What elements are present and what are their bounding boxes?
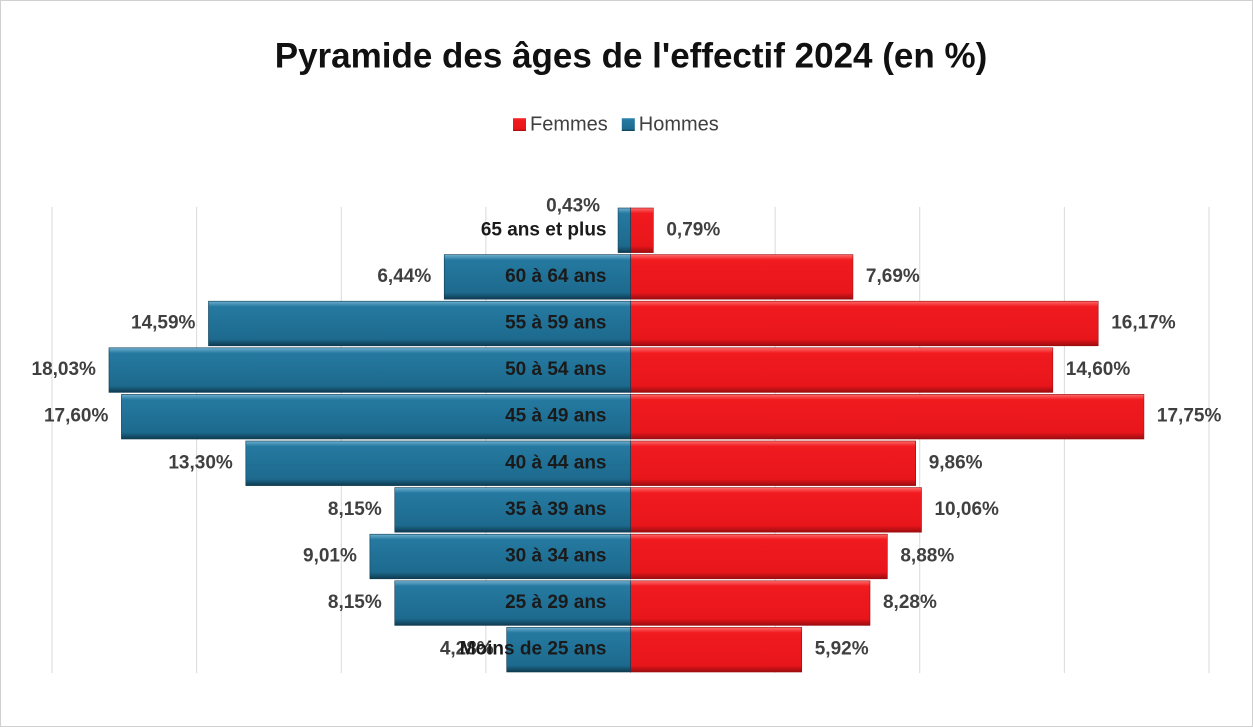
data-label: 6,44% xyxy=(377,266,431,287)
bar xyxy=(506,627,631,673)
category-label: 40 à 44 ans xyxy=(505,452,606,473)
data-label: 18,03% xyxy=(32,359,97,380)
bar xyxy=(394,487,631,533)
bar xyxy=(121,394,631,440)
bar xyxy=(208,300,631,347)
data-label: 8,15% xyxy=(328,499,382,520)
data-label: 0,43% xyxy=(546,195,600,216)
bar xyxy=(630,394,1145,440)
legend-swatch xyxy=(621,118,635,131)
data-label: 8,88% xyxy=(900,546,954,567)
data-label: 14,59% xyxy=(131,313,196,334)
category-label: 50 à 54 ans xyxy=(505,359,606,380)
data-label: 5,92% xyxy=(815,639,869,660)
bar xyxy=(443,254,631,300)
category-label: 60 à 64 ans xyxy=(505,266,606,287)
data-label: 4,28% xyxy=(440,639,494,660)
bar xyxy=(630,627,803,673)
bar xyxy=(630,207,654,253)
bar xyxy=(245,440,631,486)
chart-title: Pyramide des âges de l'effectif 2024 (en… xyxy=(275,36,988,75)
category-label: 30 à 34 ans xyxy=(505,546,606,567)
category-label: 45 à 49 ans xyxy=(505,406,606,427)
data-label: 17,75% xyxy=(1157,406,1222,427)
data-label: 17,60% xyxy=(44,406,109,427)
bar xyxy=(630,347,1054,393)
bar xyxy=(394,580,631,626)
data-label: 9,01% xyxy=(303,546,357,567)
data-label: 8,28% xyxy=(883,592,937,613)
data-label: 10,06% xyxy=(934,499,999,520)
bar xyxy=(630,487,922,533)
bar xyxy=(630,300,1099,347)
data-label: 0,79% xyxy=(666,219,720,240)
category-label: Moins de 25 ans xyxy=(460,639,607,660)
data-label: 7,69% xyxy=(866,266,920,287)
bar xyxy=(630,580,871,626)
data-label: 8,15% xyxy=(328,592,382,613)
bar xyxy=(108,347,631,393)
legend-label: Femmes xyxy=(530,113,608,135)
category-label: 65 ans et plus xyxy=(481,219,607,240)
bar xyxy=(369,533,631,580)
category-label: 35 à 39 ans xyxy=(505,499,606,520)
data-label: 14,60% xyxy=(1066,359,1131,380)
category-label: 55 à 59 ans xyxy=(505,313,606,334)
legend-swatch xyxy=(513,118,526,131)
data-label: 16,17% xyxy=(1111,313,1176,334)
data-label: 13,30% xyxy=(168,452,233,473)
bar xyxy=(630,533,888,580)
bar xyxy=(617,207,631,253)
data-label: 9,86% xyxy=(929,452,983,473)
bar xyxy=(630,254,854,300)
legend-label: Hommes xyxy=(639,113,719,135)
category-label: 25 à 29 ans xyxy=(505,592,606,613)
bar xyxy=(630,440,917,486)
